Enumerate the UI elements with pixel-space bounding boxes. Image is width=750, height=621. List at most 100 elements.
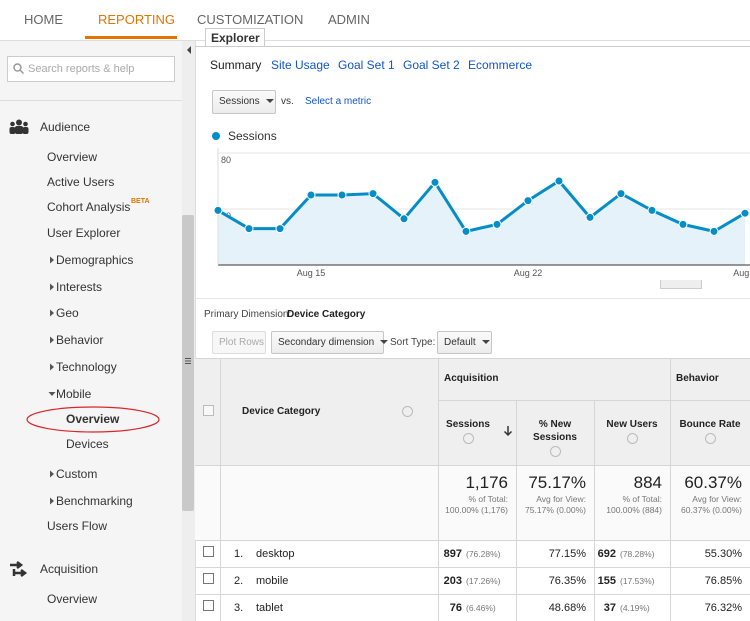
cell-value: 55.30% bbox=[704, 548, 742, 560]
total-note: Avg for View: 60.37% (0.00%) bbox=[681, 494, 742, 515]
collapse-arrow[interactable] bbox=[185, 45, 193, 55]
report-tab[interactable]: Site Usage bbox=[271, 58, 330, 72]
nav-item[interactable]: Custom bbox=[56, 467, 98, 481]
nav-item[interactable]: Interests bbox=[56, 280, 103, 294]
active-tab-underline bbox=[85, 36, 177, 39]
x-tick-label: Aug 22 bbox=[514, 268, 543, 278]
select-metric-link[interactable]: Select a metric bbox=[305, 96, 372, 107]
cell: 37 (4.19%) bbox=[594, 602, 662, 614]
expander-arrow[interactable] bbox=[48, 363, 56, 371]
expander-arrow[interactable] bbox=[48, 336, 56, 344]
help-icon[interactable] bbox=[463, 433, 474, 444]
row-dimension[interactable]: mobile bbox=[256, 575, 289, 587]
nav-item[interactable]: Technology bbox=[56, 360, 117, 374]
column-header[interactable]: New Users bbox=[606, 419, 658, 430]
vs-label: vs. bbox=[281, 96, 294, 107]
row-checkbox[interactable] bbox=[203, 405, 214, 416]
divider bbox=[195, 298, 750, 299]
sort-arrow bbox=[503, 426, 513, 437]
nav-item[interactable]: Cohort Analysis bbox=[47, 200, 131, 214]
y-tick-label: 80 bbox=[221, 155, 231, 165]
secondary-dimension-dropdown[interactable]: Secondary dimension bbox=[271, 331, 389, 354]
column-header[interactable]: % New Sessions bbox=[533, 419, 577, 443]
report-tab[interactable]: Goal Set 2 bbox=[403, 58, 460, 72]
nav-item[interactable]: Mobile bbox=[56, 387, 92, 401]
search-box[interactable] bbox=[7, 56, 175, 82]
explorer-tab[interactable]: Explorer bbox=[205, 28, 265, 47]
metric-dropdown[interactable]: Sessions bbox=[212, 90, 276, 114]
cell-value: 77.15% bbox=[548, 548, 586, 560]
data-point bbox=[585, 212, 595, 222]
nav-tab[interactable]: ADMIN bbox=[328, 12, 370, 27]
cell-percent: (6.46%) bbox=[466, 603, 496, 613]
chart-resize-handle[interactable] bbox=[660, 280, 702, 289]
help-icon[interactable] bbox=[402, 406, 413, 417]
row-dimension[interactable]: desktop bbox=[256, 548, 295, 560]
cell-percent: (4.19%) bbox=[620, 603, 650, 613]
data-point bbox=[461, 226, 471, 236]
nav-item[interactable]: Overview bbox=[47, 592, 98, 606]
help-icon[interactable] bbox=[550, 446, 561, 457]
sort-type-dropdown[interactable]: Default bbox=[437, 331, 492, 354]
nav-item[interactable]: Users Flow bbox=[47, 519, 108, 533]
nav-item-selected[interactable]: Overview bbox=[66, 412, 120, 426]
legend-dot bbox=[212, 132, 220, 140]
nav-item[interactable]: Behavior bbox=[56, 333, 104, 347]
section-title[interactable]: Acquisition bbox=[40, 562, 99, 576]
total-note: % of Total: 100.00% (1,176) bbox=[445, 494, 508, 515]
table-header-bg bbox=[195, 358, 750, 465]
expander-arrow[interactable] bbox=[48, 497, 56, 505]
highlight-ellipse bbox=[26, 406, 160, 433]
total-value: 1,176 bbox=[465, 473, 508, 492]
expander-arrow[interactable] bbox=[48, 283, 56, 291]
data-point bbox=[368, 189, 378, 199]
help-icon[interactable] bbox=[705, 433, 716, 444]
expander-arrow[interactable] bbox=[48, 470, 56, 478]
report-tab[interactable]: Ecommerce bbox=[468, 58, 533, 72]
nav-item[interactable]: Devices bbox=[66, 437, 109, 451]
legend-label: Sessions bbox=[228, 129, 277, 143]
expander-arrow[interactable] bbox=[48, 256, 56, 264]
cell-value: 155 bbox=[597, 575, 616, 587]
expander-arrow[interactable] bbox=[48, 390, 56, 398]
caret bbox=[265, 99, 274, 104]
nav-tab[interactable]: REPORTING bbox=[98, 12, 176, 27]
report-tab[interactable]: Goal Set 1 bbox=[338, 58, 395, 72]
cell-percent: (78.28%) bbox=[620, 549, 655, 559]
row-rank: 1. bbox=[234, 548, 244, 560]
sessions-area bbox=[218, 181, 745, 265]
column-header[interactable]: Sessions bbox=[446, 419, 490, 430]
row-dimension[interactable]: tablet bbox=[256, 602, 283, 614]
nav-item[interactable]: Geo bbox=[56, 306, 79, 320]
report-tab[interactable]: Summary bbox=[210, 58, 262, 72]
help-icon[interactable] bbox=[627, 433, 638, 444]
row-rank: 2. bbox=[234, 575, 244, 587]
beta-badge: BETA bbox=[131, 198, 150, 205]
nav-item[interactable]: User Explorer bbox=[47, 226, 121, 240]
nav-item[interactable]: Overview bbox=[47, 150, 98, 164]
column-header[interactable]: Bounce Rate bbox=[679, 419, 741, 430]
section-title[interactable]: Audience bbox=[40, 120, 91, 134]
cell-value: 203 bbox=[443, 575, 462, 587]
col-border bbox=[594, 400, 595, 621]
nav-item[interactable]: Active Users bbox=[47, 175, 115, 189]
nav-item[interactable]: Demographics bbox=[56, 253, 134, 267]
row-border bbox=[195, 465, 750, 466]
row-rank: 3. bbox=[234, 602, 244, 614]
nav-tab[interactable]: CUSTOMIZATION bbox=[197, 12, 304, 27]
data-point bbox=[740, 208, 750, 218]
expander-arrow[interactable] bbox=[48, 309, 56, 317]
row-checkbox[interactable] bbox=[203, 600, 214, 611]
cell-percent: (17.26%) bbox=[466, 576, 501, 586]
total-note: Avg for View: 75.17% (0.00%) bbox=[525, 494, 586, 515]
row-checkbox[interactable] bbox=[203, 573, 214, 584]
data-point bbox=[430, 177, 440, 187]
nav-tab[interactable]: HOME bbox=[24, 12, 63, 27]
sort-type-label: Sort Type: bbox=[390, 337, 436, 348]
row-checkbox[interactable] bbox=[203, 546, 214, 557]
nav-item[interactable]: Benchmarking bbox=[56, 494, 133, 508]
secondary-dimension-label: Secondary dimension bbox=[278, 337, 375, 348]
search-placeholder: Search reports & help bbox=[28, 63, 135, 75]
cell: 76.35% bbox=[516, 575, 586, 587]
